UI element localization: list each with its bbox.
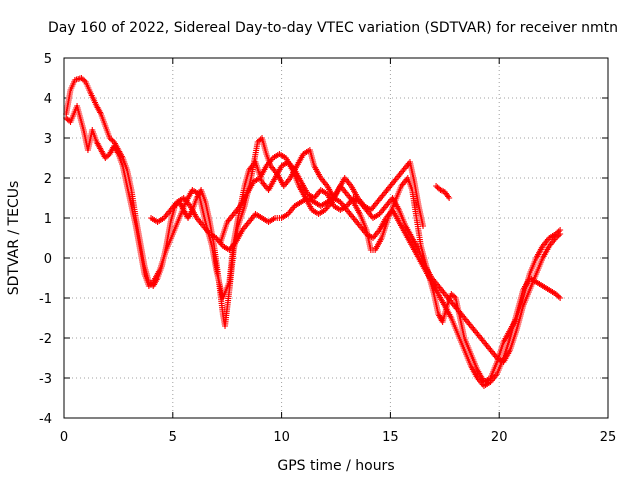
axis-ticks: 0 5 10 15 20 25 -4 -3 -2 -1 0 1 2 3 4 5 [39,52,616,445]
series-track-e [433,183,453,201]
y-tick-label: 3 [44,132,52,147]
y-tick-label: 2 [44,172,52,187]
data-point-interp [555,232,562,239]
series-track-d [217,151,427,245]
x-tick-label: 15 [382,430,399,445]
data-point [420,223,427,229]
y-tick-label: -1 [39,292,52,307]
x-tick-label: 0 [60,430,68,445]
y-tick-label: -3 [39,372,52,387]
data-point [557,231,564,237]
y-tick-label: 1 [44,212,52,227]
data-point-interp [79,76,86,83]
x-axis-label: GPS time / hours [277,458,394,474]
data-point-interp [555,293,562,300]
x-tick-label: 5 [169,430,177,445]
y-tick-label: -2 [39,332,52,347]
x-tick-label: 20 [491,430,508,445]
data-points [63,75,564,389]
data-point-interp [434,184,441,191]
chart-title: Day 160 of 2022, Sidereal Day-to-day VTE… [48,20,618,36]
x-tick-label: 10 [273,430,290,445]
x-tick-label: 25 [600,430,617,445]
series-track-b [63,103,564,365]
data-point-interp [64,116,71,123]
y-tick-label: 5 [44,52,52,67]
data-point [557,295,564,301]
y-tick-label: 0 [44,252,52,267]
y-tick-label: 4 [44,92,52,107]
y-tick-label: -4 [39,412,52,427]
plot-frame [63,57,609,419]
data-point [446,195,453,201]
data-point [433,183,440,189]
series-track-c [148,195,564,389]
y-axis-label: SDTVAR / TECUs [6,181,22,296]
grid [64,58,608,418]
